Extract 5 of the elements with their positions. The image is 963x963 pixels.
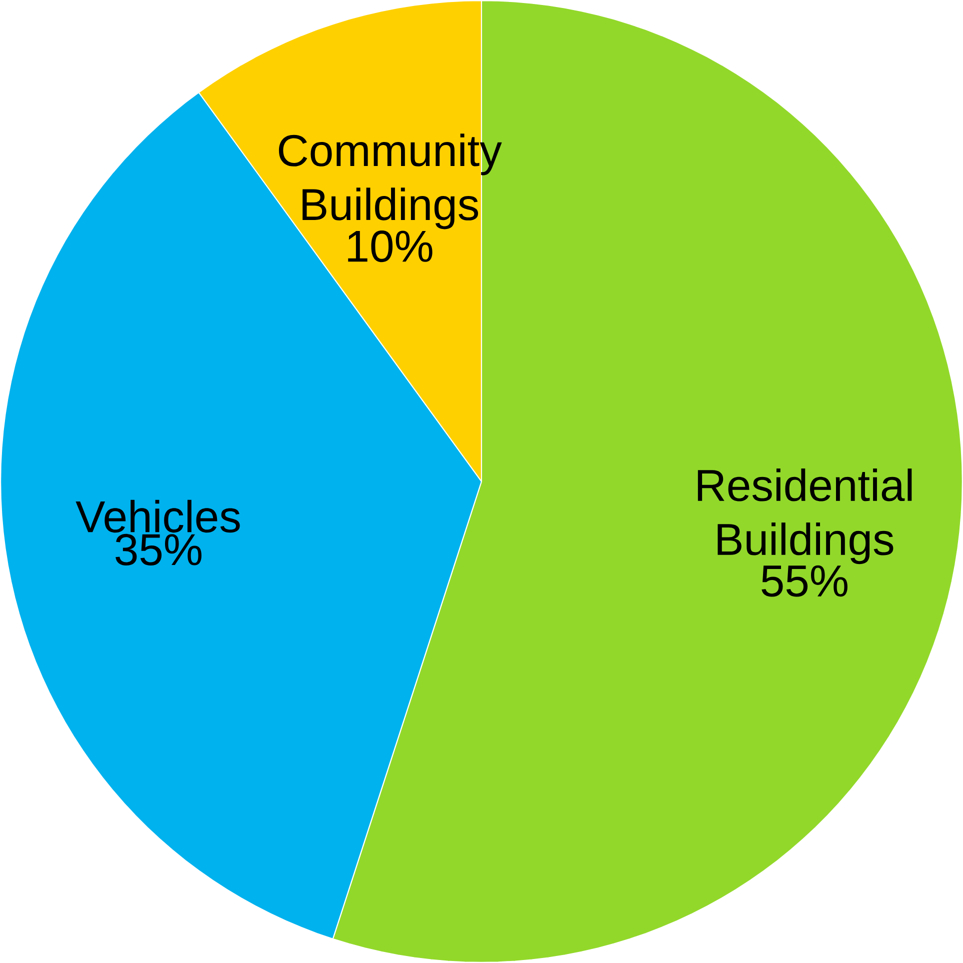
slice-label: Residential Buildings (698, 468, 912, 564)
data-label: 10% (348, 230, 432, 262)
data-label: 55% (762, 565, 848, 597)
slice-label: Vehicles (76, 500, 240, 533)
data-label: 35% (116, 534, 202, 566)
